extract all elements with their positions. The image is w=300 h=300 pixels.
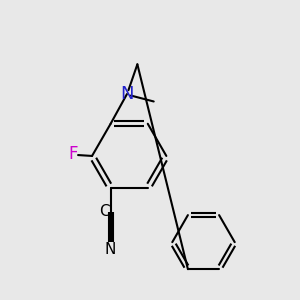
Text: N: N (105, 242, 116, 257)
Text: F: F (69, 146, 78, 164)
Text: N: N (120, 85, 134, 103)
Text: C: C (99, 204, 110, 219)
